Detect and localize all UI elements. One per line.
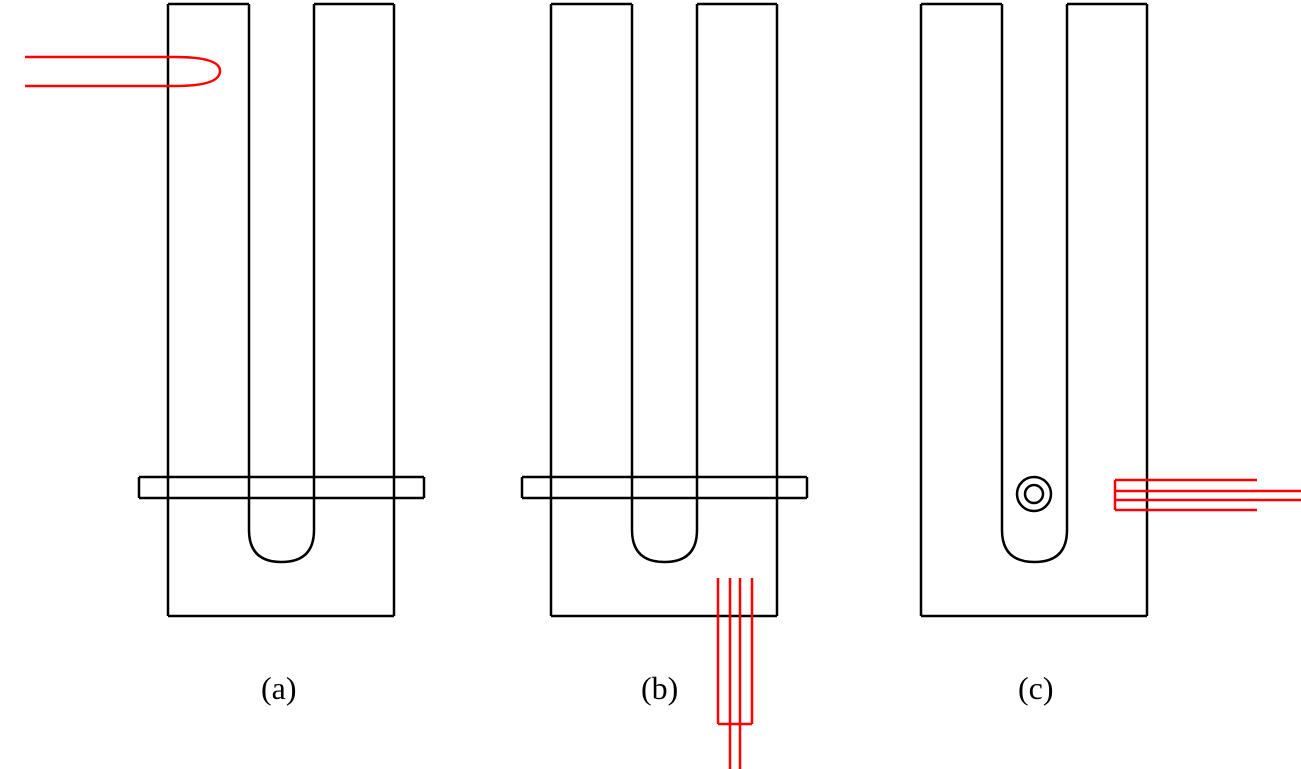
diagram-container: (a) (b) (c): [0, 0, 1301, 769]
panel-label-a: (a): [261, 670, 297, 707]
panel-label-b: (b): [641, 670, 678, 707]
diagram-svg: [0, 0, 1301, 769]
panel-label-c: (c): [1018, 670, 1054, 707]
